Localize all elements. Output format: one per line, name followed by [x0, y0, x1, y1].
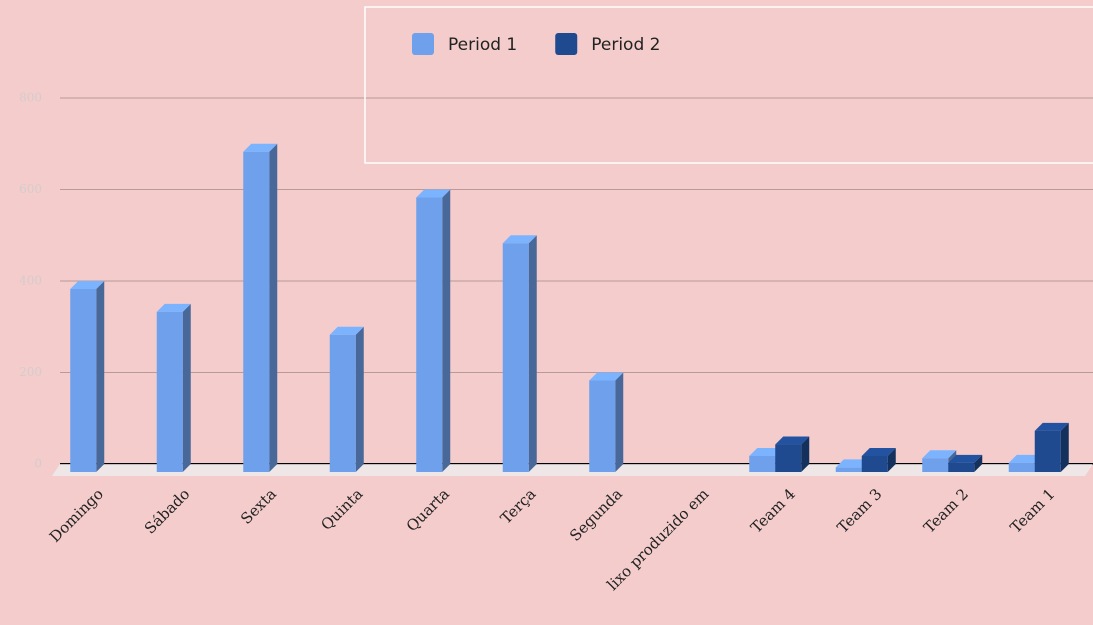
- bar-side: [96, 281, 105, 472]
- legend-label: Period 1: [448, 35, 517, 55]
- bar-top: [416, 189, 451, 198]
- bar-side: [974, 454, 983, 472]
- bar-side: [801, 436, 810, 472]
- bar-top: [1034, 422, 1069, 431]
- bar-side: [528, 235, 537, 472]
- bar: [329, 334, 356, 472]
- y-tick-label: 200: [19, 365, 42, 379]
- bar-top: [502, 235, 537, 244]
- bar-top: [775, 436, 810, 445]
- bar: [1008, 462, 1035, 472]
- bar: [861, 455, 888, 472]
- bar: [1034, 430, 1061, 472]
- floor: [52, 464, 1093, 476]
- bar: [948, 462, 975, 472]
- bar-top: [156, 303, 191, 312]
- bar: [835, 467, 862, 472]
- bar-side: [1060, 422, 1069, 472]
- y-tick-label: 0: [34, 457, 42, 471]
- y-tick-label: 400: [19, 274, 42, 288]
- bar-side: [182, 303, 191, 472]
- bar-top: [243, 143, 278, 152]
- bar-top: [922, 450, 957, 459]
- bar-top: [861, 447, 896, 456]
- legend-swatch: [555, 33, 578, 55]
- bar-top: [948, 454, 983, 463]
- bar-side: [615, 372, 624, 472]
- bar: [243, 151, 270, 472]
- legend-swatch: [412, 33, 434, 55]
- y-tick-label: 600: [19, 182, 42, 196]
- bar-top: [589, 372, 624, 381]
- bar-top: [835, 459, 870, 468]
- y-tick-label: 800: [19, 91, 42, 105]
- legend-label: Period 2: [591, 35, 660, 55]
- bar-side: [269, 143, 278, 472]
- bar: [589, 380, 616, 472]
- bar-side: [355, 326, 364, 472]
- bar-side: [887, 447, 896, 472]
- bar: [502, 243, 529, 472]
- bar-top: [70, 281, 105, 289]
- bar: [749, 455, 776, 472]
- bar-top: [749, 447, 784, 456]
- bar: [156, 311, 183, 472]
- bar-side: [442, 189, 451, 472]
- bar-top: [329, 326, 364, 335]
- bar: [922, 458, 949, 472]
- bar: [775, 444, 802, 472]
- bar-top: [1008, 454, 1043, 463]
- bar: [70, 289, 97, 472]
- legend-box: [364, 6, 1093, 164]
- bar: [416, 197, 443, 472]
